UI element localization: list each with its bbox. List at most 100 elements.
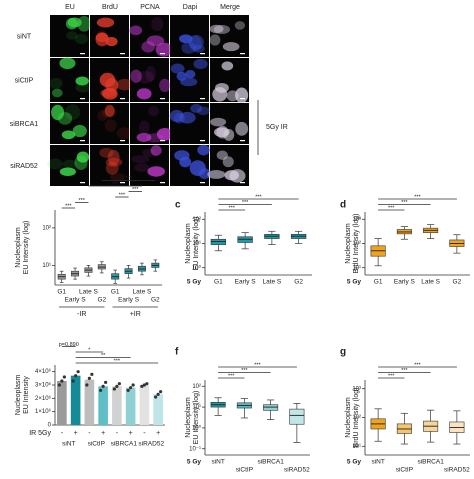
nucleus xyxy=(197,144,210,156)
x-tick-label: siCtIP xyxy=(396,467,413,474)
significance-label: p=0.890 xyxy=(59,342,79,348)
significance-label: *** xyxy=(241,368,248,374)
nucleus xyxy=(59,57,76,70)
x-tick-label: Late S xyxy=(262,279,281,286)
data-point xyxy=(131,383,135,387)
data-point xyxy=(104,380,108,384)
nucleus xyxy=(136,88,152,100)
x-tick-label: siRAD52 xyxy=(284,467,310,474)
nucleus xyxy=(134,163,150,173)
nucleus xyxy=(131,155,150,164)
nucleus xyxy=(51,104,65,121)
significance-label: *** xyxy=(254,362,261,368)
nucleus xyxy=(176,71,187,81)
nucleus xyxy=(170,63,185,74)
nucleus xyxy=(130,69,142,83)
nucleus xyxy=(67,17,82,28)
data-point xyxy=(62,375,66,379)
x-tick-label: G1 xyxy=(374,279,383,286)
x-tick-label: G2 xyxy=(151,297,160,304)
nucleus xyxy=(229,169,246,183)
scale-bar xyxy=(160,53,165,55)
nucleus xyxy=(188,34,204,50)
nucleus xyxy=(207,169,226,179)
y-axis-label: Nucleoplasm xyxy=(345,223,352,264)
x-tick-label: siRAD52 xyxy=(444,467,470,474)
scale-bar xyxy=(200,182,205,184)
row-label: siNT xyxy=(17,33,32,40)
y-tick-label: 0 xyxy=(48,423,52,429)
nucleus xyxy=(66,31,78,40)
significance-label: *** xyxy=(125,176,132,182)
nucleus xyxy=(109,172,126,181)
nucleus xyxy=(179,34,193,44)
nucleus xyxy=(151,17,164,32)
significance-label: *** xyxy=(242,200,249,206)
y-axis-label: Nucleoplasm xyxy=(15,375,22,416)
scale-bar xyxy=(240,53,245,55)
side-label: 5Gy IR xyxy=(266,124,288,131)
significance-label: *** xyxy=(114,358,121,364)
nucleus xyxy=(59,167,76,177)
bar xyxy=(112,386,122,425)
group-label: -IR xyxy=(77,311,86,318)
nucleus xyxy=(61,130,76,140)
nucleus xyxy=(185,69,196,79)
data-point xyxy=(145,382,149,386)
treatment-label: 5 Gy xyxy=(187,459,201,466)
significance-label: *** xyxy=(401,368,408,374)
data-point xyxy=(156,392,160,396)
nucleus xyxy=(107,149,120,166)
y-tick-label: 2×10⁶ xyxy=(35,395,52,402)
scale-bar xyxy=(80,53,85,55)
nucleus xyxy=(150,145,162,156)
nucleus xyxy=(95,32,109,47)
x-tick-label: siCtIP xyxy=(88,441,105,448)
bar xyxy=(153,394,163,425)
scale-bar xyxy=(120,182,125,184)
nucleus xyxy=(221,61,234,71)
significance-label: *** xyxy=(401,200,408,206)
y-tick-label: 10² xyxy=(352,241,361,247)
nucleus xyxy=(129,25,143,36)
y-tick-label: 10² xyxy=(42,225,51,231)
bar xyxy=(84,379,95,425)
significance-label: *** xyxy=(414,362,421,368)
nucleus xyxy=(189,35,202,52)
x-tick-label: Late S xyxy=(133,289,152,296)
significance-label: *** xyxy=(65,203,72,209)
x-tick-label: G1 xyxy=(111,289,120,296)
bar xyxy=(57,381,67,425)
nucleus xyxy=(141,41,155,53)
x-tick-label: siBRCA1 xyxy=(111,441,138,448)
y-axis-label: Nucleoplasm xyxy=(185,223,192,264)
data-point xyxy=(76,370,80,374)
significance-label: *** xyxy=(119,192,126,198)
scale-bar xyxy=(240,182,245,184)
significance-label: *** xyxy=(255,194,262,200)
data-point xyxy=(140,384,144,388)
nucleus xyxy=(148,105,159,117)
data-point xyxy=(117,382,121,386)
scale-bar xyxy=(80,98,85,100)
nucleus xyxy=(77,16,91,32)
y-tick-label: 10¹ xyxy=(352,265,361,271)
panel-letter: d xyxy=(340,200,346,211)
y-tick-label: 3×10⁶ xyxy=(35,382,52,389)
x-tick-label: siBRCA1 xyxy=(257,459,284,466)
x-tick-label: G2 xyxy=(294,279,303,286)
significance-label: *** xyxy=(132,187,139,193)
ir-state: + xyxy=(101,430,105,437)
data-point xyxy=(90,372,94,376)
nucleus xyxy=(159,78,171,93)
nucleus xyxy=(146,35,165,47)
scale-bar xyxy=(160,140,165,142)
x-tick-label: Late S xyxy=(79,289,98,296)
y-axis-label: EU Intensity (log) xyxy=(23,221,30,275)
row-label: siBRCA1 xyxy=(10,121,39,128)
data-point xyxy=(142,383,146,387)
nucleus xyxy=(179,156,192,168)
y-axis-label: Nucleoplasm xyxy=(345,397,352,438)
data-point xyxy=(129,386,133,390)
